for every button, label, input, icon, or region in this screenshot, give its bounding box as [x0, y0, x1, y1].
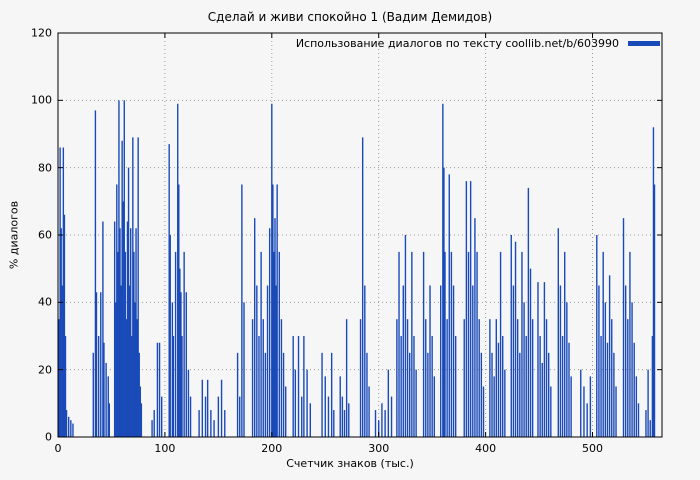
x-tick-label: 0 — [54, 442, 62, 455]
x-tick-label: 300 — [368, 442, 390, 455]
y-tick-label: 100 — [31, 93, 52, 107]
x-tick-label: 400 — [475, 442, 497, 455]
x-tick-label: 100 — [154, 442, 176, 455]
y-tick-label: 120 — [31, 26, 52, 40]
y-tick-label: 0 — [45, 430, 52, 444]
legend-label: Использование диалогов по тексту coollib… — [295, 37, 619, 50]
legend-swatch — [628, 41, 660, 46]
y-tick-label: 40 — [38, 295, 52, 309]
y-tick-label: 80 — [38, 161, 52, 175]
y-tick-label: 20 — [38, 363, 52, 377]
x-tick-label: 500 — [582, 442, 603, 455]
legend: Использование диалогов по тексту coollib… — [296, 37, 660, 50]
x-tick-label: 200 — [261, 442, 283, 455]
x-axis-label: Счетчик знаков (тыс.) — [286, 457, 414, 470]
chart-title: Сделай и живи спокойно 1 (Вадим Демидов) — [207, 10, 493, 24]
y-tick-label: 60 — [38, 228, 52, 242]
